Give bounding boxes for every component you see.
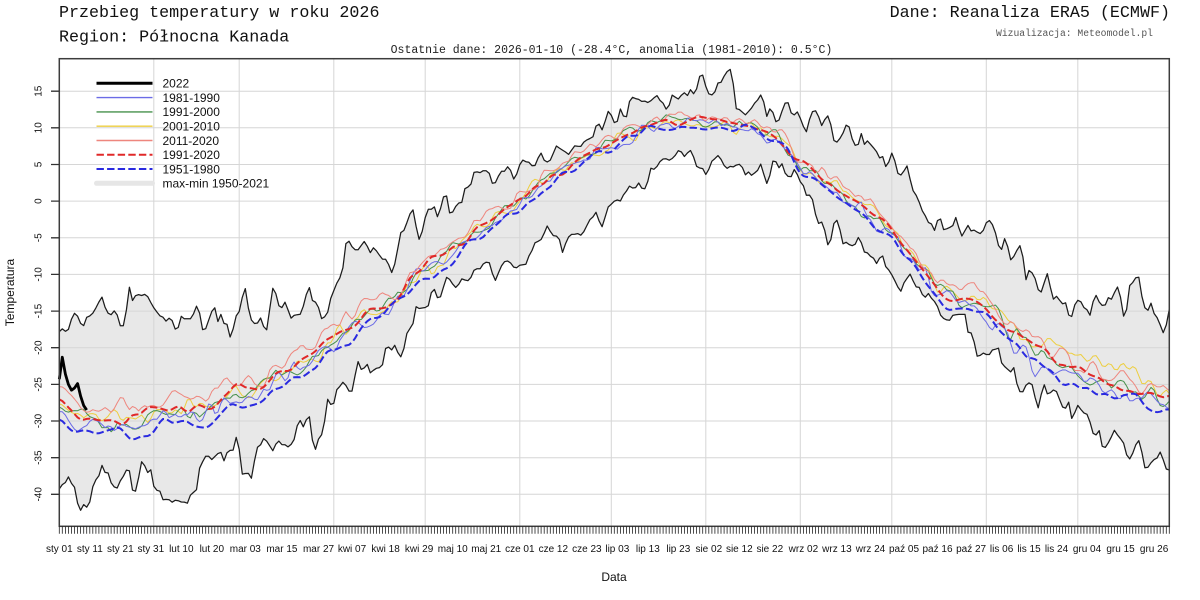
svg-text:lut 10: lut 10 (169, 544, 194, 555)
svg-text:-40: -40 (34, 487, 45, 502)
svg-text:max-min 1950-2021: max-min 1950-2021 (163, 177, 270, 191)
svg-text:sie 02: sie 02 (695, 544, 722, 555)
svg-text:-35: -35 (34, 450, 45, 465)
svg-text:Przebieg temperatury w roku 20: Przebieg temperatury w roku 2026 (59, 4, 379, 23)
svg-text:2001-2010: 2001-2010 (163, 120, 221, 134)
svg-text:sty 01: sty 01 (46, 544, 73, 555)
svg-text:-20: -20 (34, 340, 45, 355)
svg-text:-25: -25 (34, 377, 45, 392)
svg-text:sie 22: sie 22 (756, 544, 783, 555)
svg-text:lis 24: lis 24 (1045, 544, 1069, 555)
svg-text:2022: 2022 (163, 77, 190, 91)
svg-text:cze 12: cze 12 (539, 544, 569, 555)
svg-text:Data: Data (601, 570, 627, 584)
svg-text:paź 27: paź 27 (956, 544, 986, 555)
svg-text:mar 15: mar 15 (266, 544, 298, 555)
svg-text:kwi 07: kwi 07 (338, 544, 367, 555)
svg-text:5: 5 (34, 161, 45, 167)
svg-text:Region: Północna Kanada: Region: Północna Kanada (59, 29, 289, 48)
svg-text:lut 20: lut 20 (200, 544, 225, 555)
svg-text:paź 05: paź 05 (889, 544, 919, 555)
svg-text:kwi 18: kwi 18 (371, 544, 400, 555)
svg-text:sty 31: sty 31 (137, 544, 164, 555)
svg-text:2011-2020: 2011-2020 (163, 134, 220, 148)
svg-text:1951-1980: 1951-1980 (163, 162, 221, 176)
svg-text:gru 26: gru 26 (1140, 544, 1169, 555)
svg-text:lip 23: lip 23 (666, 544, 690, 555)
svg-text:maj 21: maj 21 (471, 544, 501, 555)
svg-text:lis 15: lis 15 (1017, 544, 1041, 555)
svg-text:Dane: Reanaliza ERA5 (ECMWF): Dane: Reanaliza ERA5 (ECMWF) (890, 4, 1170, 23)
svg-text:sty 21: sty 21 (107, 544, 134, 555)
svg-text:-30: -30 (34, 413, 45, 428)
svg-text:paź 16: paź 16 (922, 544, 952, 555)
svg-text:-5: -5 (34, 233, 45, 242)
svg-text:Wizualizacja: Meteomodel.pl: Wizualizacja: Meteomodel.pl (996, 28, 1153, 39)
svg-text:Temperatura: Temperatura (3, 258, 17, 326)
svg-text:0: 0 (34, 198, 45, 204)
svg-text:Ostatnie dane: 2026-01-10 (-28: Ostatnie dane: 2026-01-10 (-28.4°C, anom… (391, 44, 833, 57)
svg-text:kwi 29: kwi 29 (405, 544, 434, 555)
svg-text:10: 10 (34, 122, 45, 134)
svg-text:1991-2020: 1991-2020 (163, 148, 221, 162)
svg-text:wrz 13: wrz 13 (821, 544, 852, 555)
svg-text:-15: -15 (34, 303, 45, 318)
svg-text:maj 10: maj 10 (438, 544, 468, 555)
svg-text:wrz 24: wrz 24 (855, 544, 886, 555)
svg-text:sie 12: sie 12 (726, 544, 753, 555)
svg-text:mar 27: mar 27 (303, 544, 335, 555)
svg-text:lip 03: lip 03 (605, 544, 629, 555)
svg-text:-10: -10 (34, 267, 45, 282)
svg-text:1991-2000: 1991-2000 (163, 105, 221, 119)
svg-text:cze 23: cze 23 (572, 544, 602, 555)
svg-text:lip 13: lip 13 (636, 544, 660, 555)
svg-text:gru 15: gru 15 (1106, 544, 1135, 555)
svg-text:sty 11: sty 11 (77, 544, 103, 555)
svg-text:wrz 02: wrz 02 (788, 544, 819, 555)
svg-text:lis 06: lis 06 (990, 544, 1014, 555)
svg-text:cze 01: cze 01 (505, 544, 535, 555)
svg-text:mar 03: mar 03 (230, 544, 262, 555)
svg-text:15: 15 (34, 85, 45, 97)
svg-text:1981-1990: 1981-1990 (163, 91, 221, 105)
svg-text:gru 04: gru 04 (1073, 544, 1102, 555)
